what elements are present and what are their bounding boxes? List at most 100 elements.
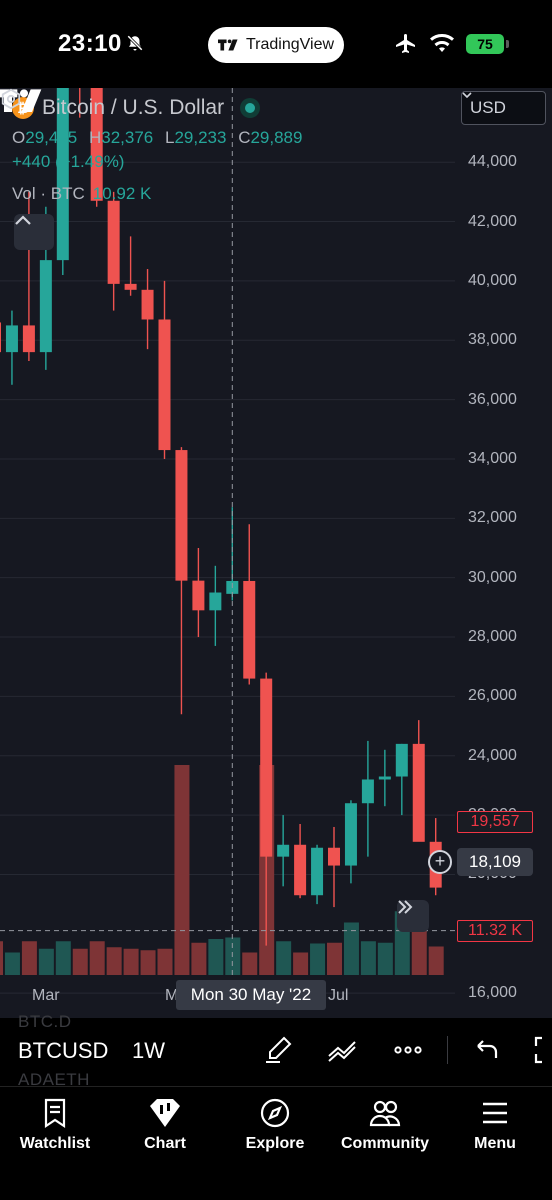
volume-bar xyxy=(140,950,156,975)
price-axis-label: 30,000 xyxy=(468,568,517,586)
candle-body xyxy=(141,289,154,320)
candle-body xyxy=(277,844,290,857)
hamburger-menu-icon xyxy=(483,1102,507,1124)
chevron-down-icon xyxy=(462,92,472,98)
currency-value: USD xyxy=(470,98,506,117)
symbol-button[interactable]: BTCUSD xyxy=(18,1038,109,1063)
price-axis-label: 38,000 xyxy=(468,331,517,349)
symbol-title-row[interactable]: ₿ Bitcoin / U.S. Dollar xyxy=(12,96,261,120)
candle-body xyxy=(124,283,137,290)
community-icon xyxy=(369,1100,401,1127)
watchlist-icon xyxy=(44,1098,66,1129)
currency-select[interactable]: USD xyxy=(461,91,546,125)
time-axis-label-jul: Jul xyxy=(328,987,349,1004)
interval-button[interactable]: 1W xyxy=(132,1038,165,1063)
candle-body xyxy=(328,847,340,866)
status-time: 23:10 xyxy=(58,30,122,57)
volume-bar xyxy=(208,939,224,975)
volume-bar xyxy=(411,928,427,975)
candle-body xyxy=(361,779,374,804)
chevron-up-icon xyxy=(15,215,31,225)
candle-body xyxy=(0,322,1,353)
volume-bar xyxy=(191,942,207,975)
volume-bar xyxy=(343,922,359,975)
candle-body xyxy=(192,580,205,611)
status-icons: 75 xyxy=(394,32,509,56)
tab-explore[interactable]: Explore xyxy=(220,1097,330,1153)
tab-watchlist[interactable]: Watchlist xyxy=(0,1097,110,1153)
candle-body xyxy=(395,743,408,777)
price-axis-label: 32,000 xyxy=(468,509,517,527)
candle-body xyxy=(158,319,171,451)
brush-drawing-icon[interactable] xyxy=(262,1034,294,1066)
low-label: L xyxy=(164,128,175,147)
symbol-suggestion-below: ADAETH xyxy=(18,1070,90,1089)
chart-tab-icon xyxy=(150,1099,180,1127)
price-axis-label: 34,000 xyxy=(468,449,517,467)
app-pill-label: TradingView xyxy=(245,36,335,53)
double-chevron-right-icon xyxy=(398,900,413,914)
volume-bar xyxy=(21,941,37,975)
add-alert-plus-icon[interactable]: + xyxy=(428,850,452,874)
crosshair-price-label: 18,109 xyxy=(457,848,533,876)
volume-bar xyxy=(310,943,326,975)
market-open-dot-icon xyxy=(240,98,261,118)
volume-value: 10.92 K xyxy=(92,184,152,203)
undo-icon[interactable] xyxy=(470,1034,502,1066)
candle-body xyxy=(344,803,357,866)
tab-menu-label: Menu xyxy=(474,1135,516,1152)
candle-body xyxy=(22,325,35,353)
last-price-label: 19,557 xyxy=(457,811,533,833)
tab-menu[interactable]: Menu xyxy=(440,1097,550,1153)
close-value: 29,889 xyxy=(250,128,303,147)
candle-body xyxy=(107,200,120,284)
candle-body xyxy=(294,844,307,896)
volume-bar xyxy=(4,952,20,975)
app-pill[interactable]: TradingView xyxy=(208,27,344,63)
price-axis-label: 28,000 xyxy=(468,628,517,646)
low-value: 29,233 xyxy=(174,128,227,147)
collapse-legend-button[interactable] xyxy=(14,214,54,250)
volume-bar xyxy=(377,942,393,975)
candle-body xyxy=(5,325,18,353)
tab-chart[interactable]: Chart xyxy=(110,1097,220,1153)
volume-bar xyxy=(106,947,122,975)
volume-bar xyxy=(38,948,54,975)
volume-bar xyxy=(242,952,258,975)
volume-bar xyxy=(72,948,88,975)
chart-area[interactable]: ₿ Bitcoin / U.S. Dollar O29,455 H32,376 … xyxy=(0,88,552,1018)
tab-community[interactable]: Community xyxy=(330,1097,440,1153)
candle-body xyxy=(412,743,425,842)
tab-watchlist-label: Watchlist xyxy=(19,1135,91,1152)
price-axis-label: 36,000 xyxy=(468,390,517,408)
close-label: C xyxy=(238,128,251,147)
volume-legend: Vol · BTC 10.92 K xyxy=(12,184,151,204)
candle-body xyxy=(39,260,52,353)
price-axis-label: 40,000 xyxy=(468,271,517,289)
candle-body xyxy=(311,847,324,896)
settings-hexagon-icon[interactable] xyxy=(0,88,22,110)
bottom-tab-bar: Watchlist Chart Explore Community Menu xyxy=(0,1086,552,1200)
volume-bar xyxy=(360,941,376,975)
open-label: O xyxy=(12,128,26,147)
candle-body xyxy=(243,580,256,679)
trend-line-tools-icon[interactable] xyxy=(326,1034,358,1066)
open-value: 29,455 xyxy=(25,128,78,147)
candle-body xyxy=(209,592,222,611)
volume-bar xyxy=(0,941,3,975)
tradingview-logo-icon xyxy=(217,39,238,51)
more-options-icon[interactable] xyxy=(392,1034,424,1066)
scroll-to-realtime-button[interactable] xyxy=(397,900,429,932)
ohlc-legend: O29,455 H32,376 L29,233 C29,889 xyxy=(12,128,302,148)
volume-bar xyxy=(55,941,71,975)
candle-body xyxy=(175,450,188,581)
fullscreen-icon[interactable] xyxy=(530,1034,552,1066)
time-axis-label-m: M xyxy=(165,987,179,1004)
price-axis-label: 42,000 xyxy=(468,212,517,230)
volume-bar xyxy=(89,941,105,975)
price-axis-label: 44,000 xyxy=(468,153,517,171)
symbol-name: Bitcoin / U.S. Dollar xyxy=(42,96,225,119)
high-label: H xyxy=(88,128,102,147)
volume-bar xyxy=(327,942,342,975)
chart-toolbar: BTC.D BTCUSD 1W ADAETH xyxy=(0,1012,552,1089)
